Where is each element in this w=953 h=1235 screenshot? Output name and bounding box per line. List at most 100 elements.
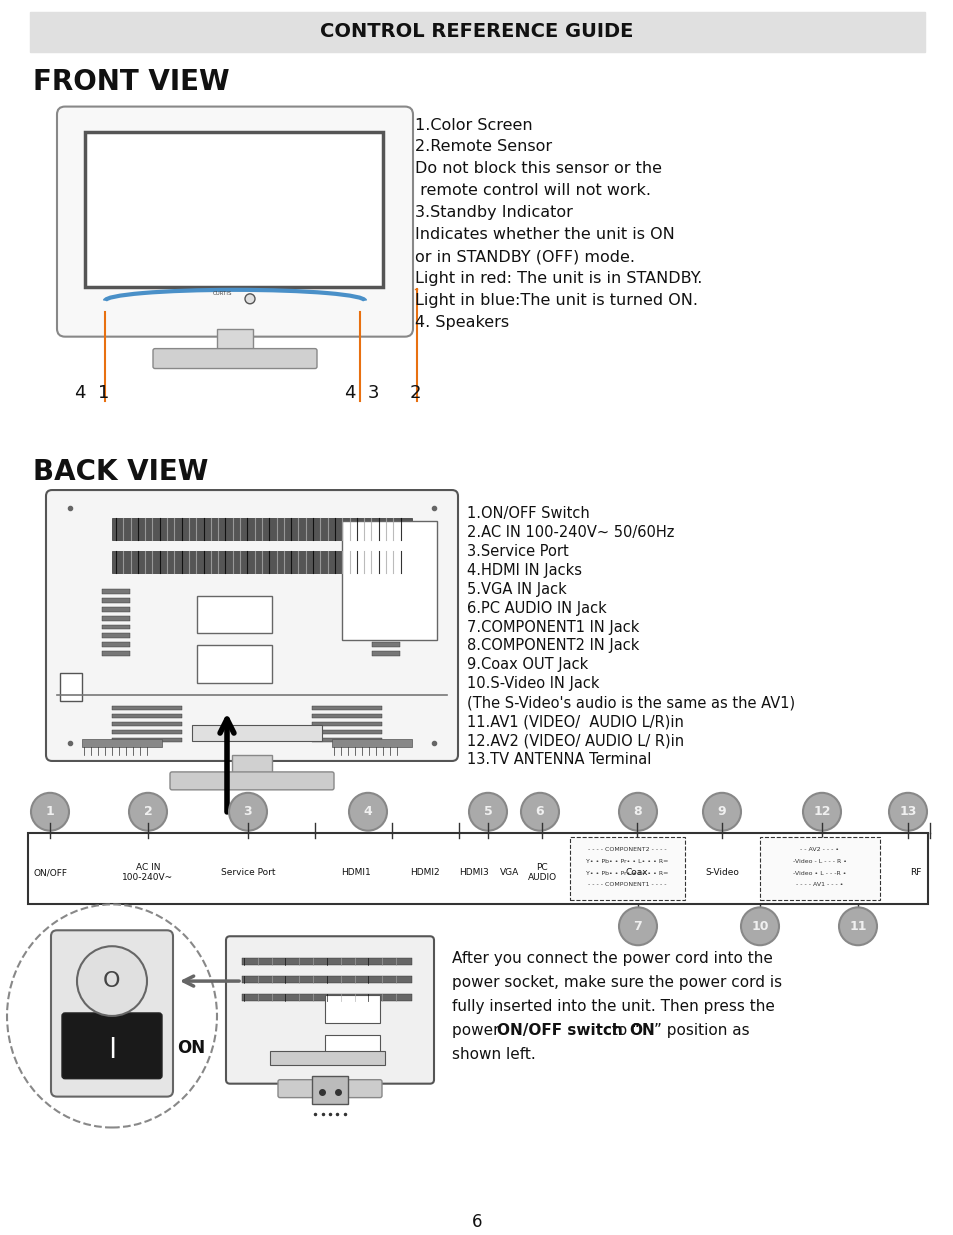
Text: shown left.: shown left. xyxy=(452,1047,536,1062)
Text: 4.HDMI IN Jacks: 4.HDMI IN Jacks xyxy=(467,563,581,578)
Bar xyxy=(102,642,130,647)
Bar xyxy=(325,1035,379,1063)
Text: Coax: Coax xyxy=(625,868,648,877)
Bar xyxy=(569,836,684,900)
Text: 2: 2 xyxy=(410,384,421,403)
FancyBboxPatch shape xyxy=(226,936,434,1083)
Text: VGA: VGA xyxy=(500,868,519,877)
Text: 11.AV1 (VIDEO/  AUDIO L/R)in: 11.AV1 (VIDEO/ AUDIO L/R)in xyxy=(467,714,683,729)
Text: AC IN
100-240V~: AC IN 100-240V~ xyxy=(122,863,173,882)
Text: power: power xyxy=(452,1023,504,1037)
Bar xyxy=(102,651,130,656)
Text: ON/OFF switch: ON/OFF switch xyxy=(497,1023,622,1037)
Bar xyxy=(242,976,412,983)
Bar xyxy=(312,722,381,726)
Circle shape xyxy=(229,793,267,831)
Bar xyxy=(112,730,182,734)
Text: - - - - COMPONENT2 - - - -: - - - - COMPONENT2 - - - - xyxy=(587,847,665,852)
Circle shape xyxy=(888,793,926,831)
Bar xyxy=(102,589,130,594)
Circle shape xyxy=(740,908,779,945)
Text: - - - - COMPONENT1 - - - -: - - - - COMPONENT1 - - - - xyxy=(587,883,665,888)
Bar xyxy=(112,722,182,726)
Bar xyxy=(232,755,272,773)
Text: Indicates whether the unit is ON: Indicates whether the unit is ON xyxy=(415,227,674,242)
Text: ON: ON xyxy=(628,1023,654,1037)
FancyBboxPatch shape xyxy=(152,348,316,368)
Bar xyxy=(372,598,399,603)
Text: ON: ON xyxy=(177,1039,205,1057)
Text: 12.AV2 (VIDEO/ AUDIO L/ R)in: 12.AV2 (VIDEO/ AUDIO L/ R)in xyxy=(467,734,683,748)
Text: Y• • Pb• • Pr• • L• • • R=: Y• • Pb• • Pr• • L• • • R= xyxy=(585,871,667,876)
Bar xyxy=(341,521,436,641)
Text: -Video • L - - -R •: -Video • L - - -R • xyxy=(792,871,846,876)
Text: FRONT VIEW: FRONT VIEW xyxy=(33,68,230,96)
Bar xyxy=(312,706,381,710)
Bar xyxy=(312,714,381,718)
Bar xyxy=(312,1076,348,1104)
Bar xyxy=(102,634,130,638)
Text: 10: 10 xyxy=(750,920,768,932)
Text: 3.Standby Indicator: 3.Standby Indicator xyxy=(415,205,572,220)
Text: CURTIS: CURTIS xyxy=(213,290,233,296)
Bar xyxy=(85,132,382,287)
Text: O: O xyxy=(103,971,121,990)
Text: Y• • Pb• • Pr• • L• • • R=: Y• • Pb• • Pr• • L• • • R= xyxy=(585,858,667,863)
Text: 1.ON/OFF Switch: 1.ON/OFF Switch xyxy=(467,506,589,521)
FancyBboxPatch shape xyxy=(46,490,457,761)
Text: 9: 9 xyxy=(717,805,725,819)
Bar xyxy=(28,832,927,904)
Text: 1: 1 xyxy=(46,805,54,819)
Text: remote control will not work.: remote control will not work. xyxy=(415,183,650,199)
Text: 11: 11 xyxy=(848,920,866,932)
Bar xyxy=(102,598,130,603)
Text: 6: 6 xyxy=(471,1213,482,1231)
Bar xyxy=(196,595,272,634)
Bar xyxy=(112,739,182,742)
Bar xyxy=(372,651,399,656)
Text: RF: RF xyxy=(909,868,921,877)
Text: Light in blue:The unit is turned ON.: Light in blue:The unit is turned ON. xyxy=(415,293,698,308)
Bar xyxy=(112,706,182,710)
Bar xyxy=(102,615,130,620)
Text: 12: 12 xyxy=(812,805,830,819)
Bar xyxy=(242,994,412,1002)
Text: 2.AC IN 100-240V~ 50/60Hz: 2.AC IN 100-240V~ 50/60Hz xyxy=(467,525,674,540)
Circle shape xyxy=(469,793,506,831)
Text: Do not block this sensor or the: Do not block this sensor or the xyxy=(415,162,661,177)
Bar xyxy=(372,625,399,630)
Text: - - - - AV1 - - - •: - - - - AV1 - - - • xyxy=(796,883,842,888)
Text: 5.VGA IN Jack: 5.VGA IN Jack xyxy=(467,582,566,597)
Text: fully inserted into the unit. Then press the: fully inserted into the unit. Then press… xyxy=(452,999,774,1014)
FancyBboxPatch shape xyxy=(170,772,334,790)
Text: 3.Service Port: 3.Service Port xyxy=(467,543,568,558)
Text: 5: 5 xyxy=(483,805,492,819)
Circle shape xyxy=(245,294,254,304)
Text: power socket, make sure the power cord is: power socket, make sure the power cord i… xyxy=(452,976,781,990)
Bar xyxy=(192,725,322,741)
Circle shape xyxy=(77,946,147,1016)
Bar xyxy=(372,642,399,647)
Text: 4. Speakers: 4. Speakers xyxy=(415,315,509,330)
Text: 6: 6 xyxy=(536,805,544,819)
Text: 10.S-Video IN Jack: 10.S-Video IN Jack xyxy=(467,677,598,692)
Bar xyxy=(372,615,399,620)
FancyBboxPatch shape xyxy=(62,1013,162,1078)
Bar xyxy=(216,329,253,351)
Text: 4  3: 4 3 xyxy=(345,384,379,403)
Text: Service Port: Service Port xyxy=(220,868,275,877)
Text: ” position as: ” position as xyxy=(654,1023,749,1037)
Text: 9.Coax OUT Jack: 9.Coax OUT Jack xyxy=(467,657,588,672)
Circle shape xyxy=(702,793,740,831)
Bar xyxy=(372,606,399,611)
Text: 7: 7 xyxy=(633,920,641,932)
Bar xyxy=(312,730,381,734)
Text: 2: 2 xyxy=(144,805,152,819)
Circle shape xyxy=(349,793,387,831)
Text: (The S-Video's audio is the same as the AV1): (The S-Video's audio is the same as the … xyxy=(467,695,794,710)
Text: BACK VIEW: BACK VIEW xyxy=(33,458,208,487)
Circle shape xyxy=(520,793,558,831)
Ellipse shape xyxy=(7,904,216,1128)
Text: 4: 4 xyxy=(363,805,372,819)
Text: 4  1: 4 1 xyxy=(75,384,110,403)
